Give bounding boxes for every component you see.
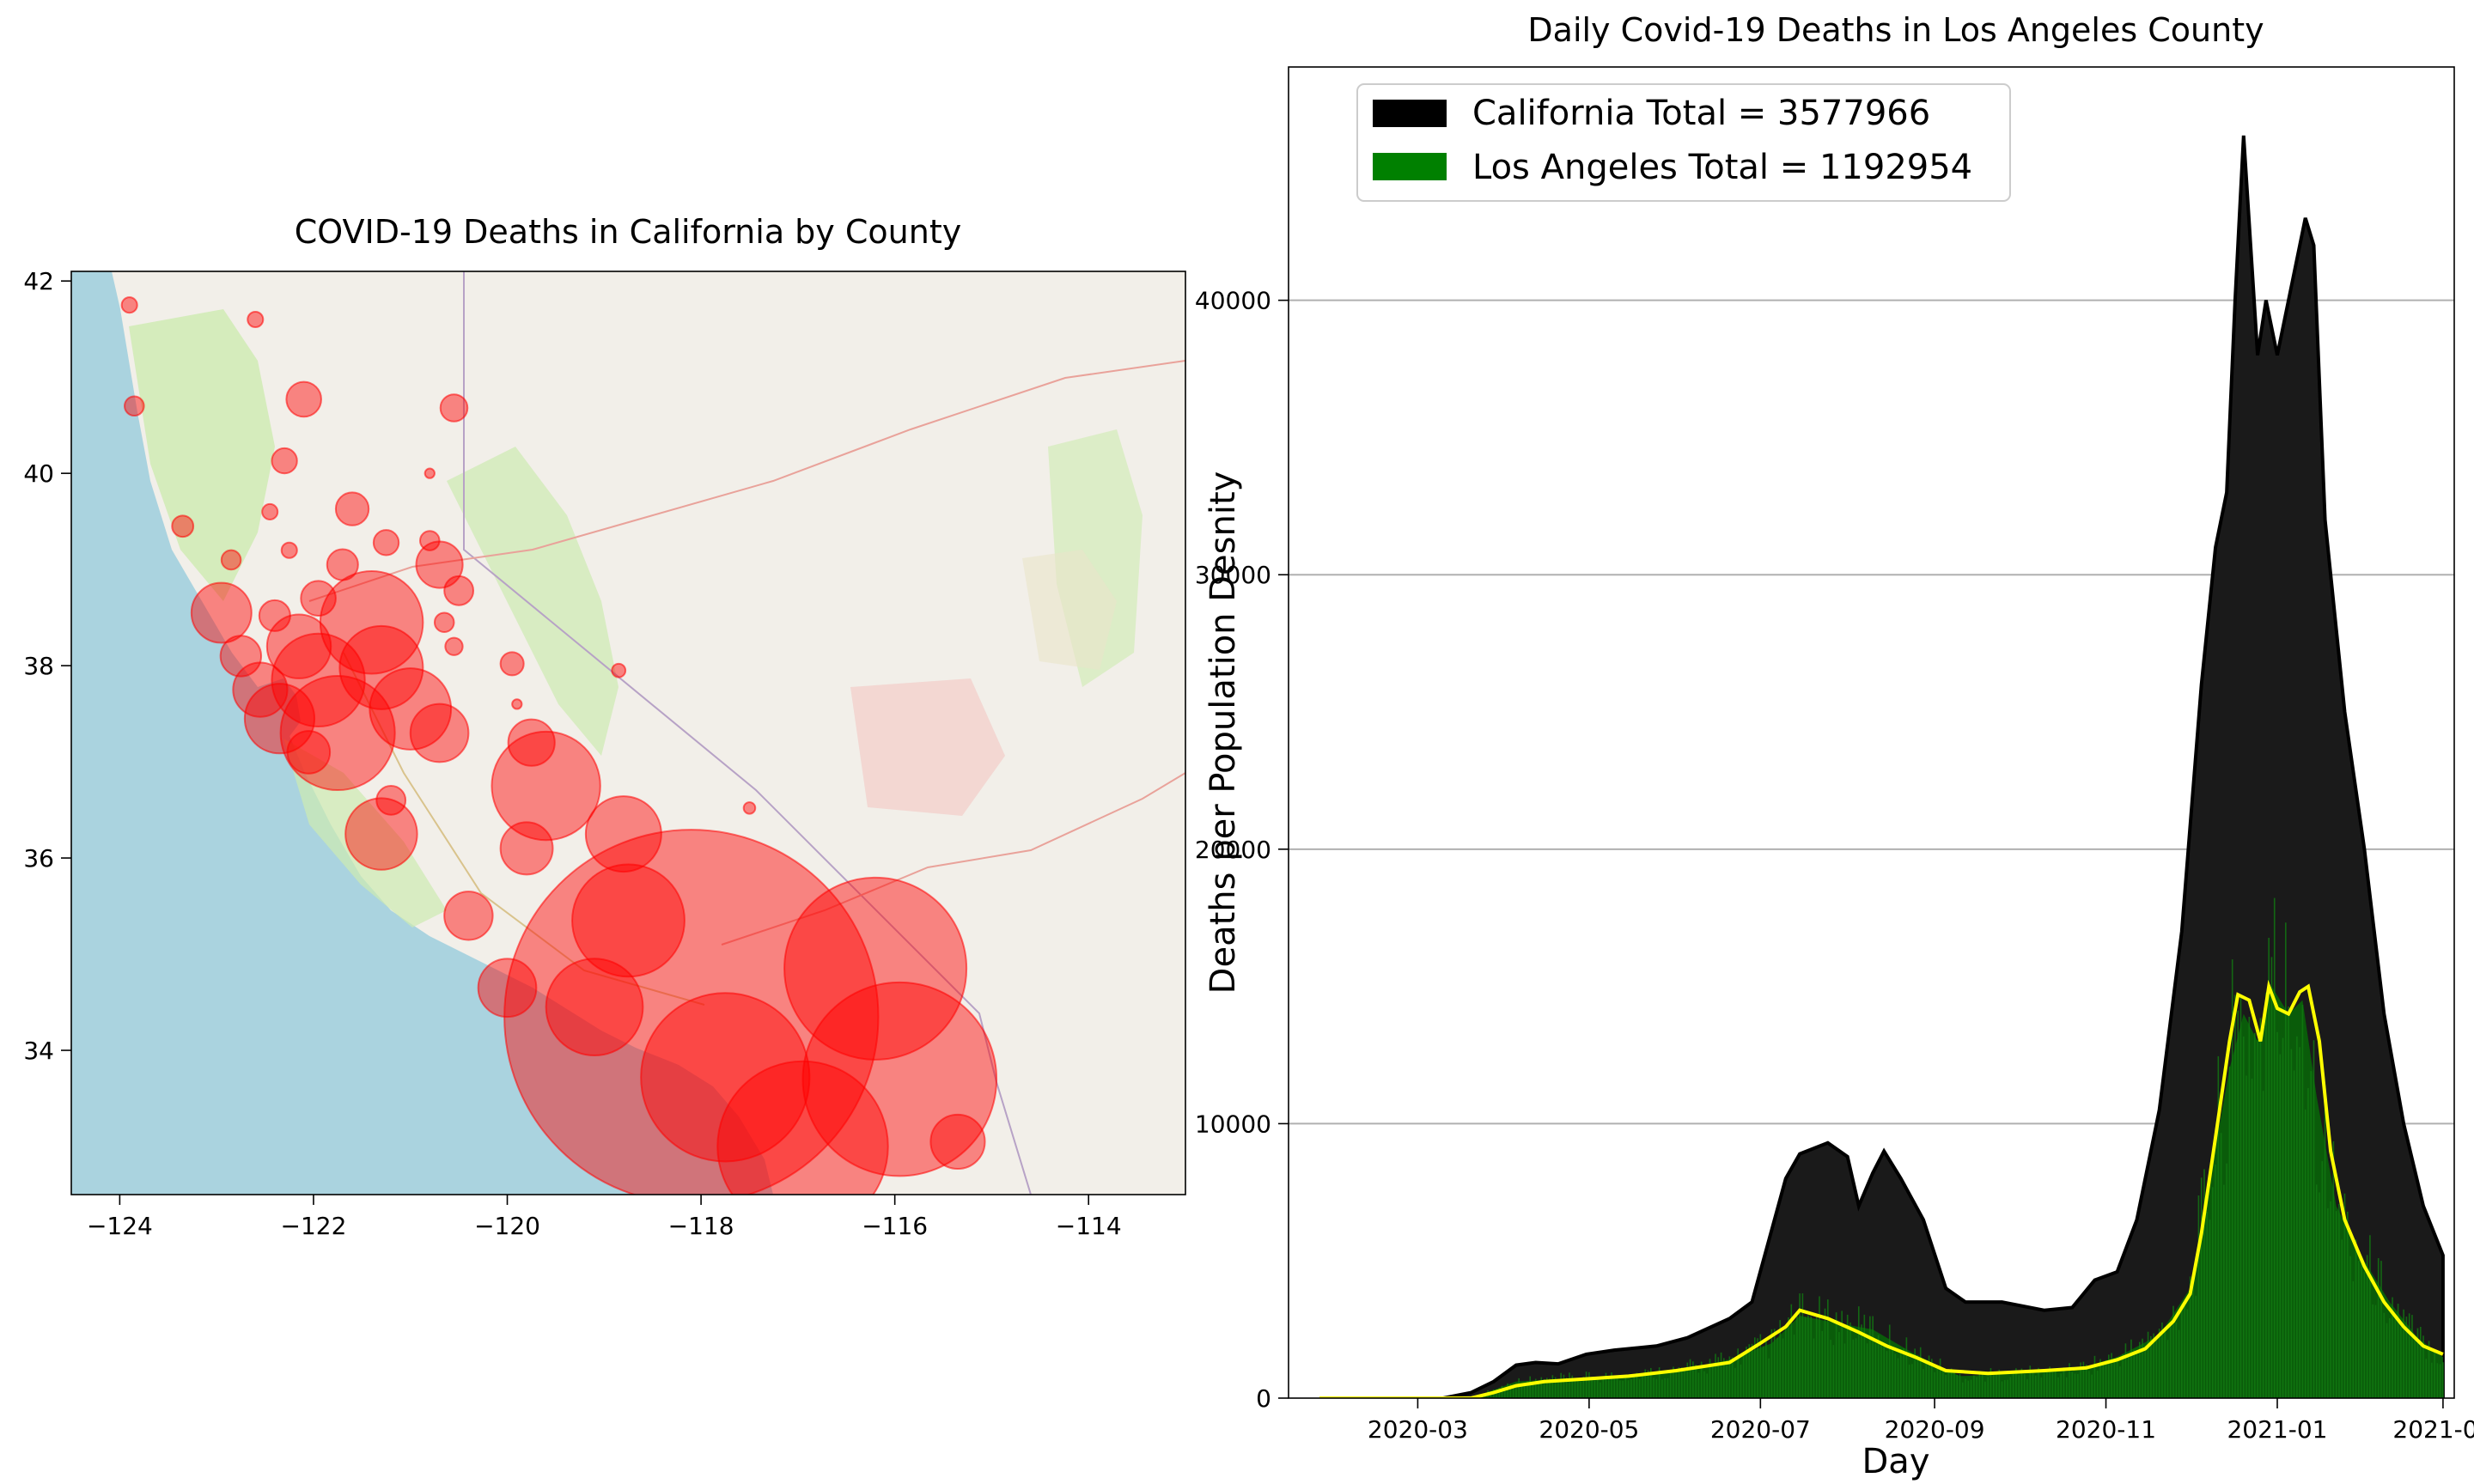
county-marker — [345, 798, 417, 869]
county-marker — [435, 612, 454, 632]
county-marker — [122, 297, 137, 313]
x-tick-label: −116 — [862, 1212, 928, 1240]
legend-label-los-angeles: Los Angeles Total = 1192954 — [1472, 148, 1972, 187]
county-marker — [491, 732, 600, 840]
map-chart: COVID-19 Deaths in California by County … — [23, 213, 1185, 1240]
x-tick-label: 2020-03 — [1368, 1415, 1468, 1444]
county-marker — [612, 664, 625, 678]
timeseries-chart-title: Daily Covid-19 Deaths in Los Angeles Cou… — [1527, 11, 2264, 49]
county-marker — [744, 802, 756, 814]
x-tick-label: −118 — [668, 1212, 734, 1240]
county-marker — [336, 492, 369, 525]
county-marker — [445, 638, 462, 655]
legend-label-california: California Total = 3577966 — [1472, 94, 1930, 133]
county-marker — [501, 652, 524, 675]
timeseries-chart: Daily Covid-19 Deaths in Los Angeles Cou… — [1195, 11, 2474, 1481]
x-tick-label: 2020-11 — [2056, 1415, 2156, 1444]
county-marker — [288, 731, 331, 774]
county-marker — [444, 576, 473, 605]
x-tick-label: 2020-07 — [1710, 1415, 1811, 1444]
x-tick-label: 2021-03 — [2392, 1415, 2474, 1444]
legend-swatch-los-angeles — [1373, 153, 1447, 180]
county-marker — [411, 704, 469, 763]
county-marker — [286, 382, 321, 417]
legend-swatch-california — [1373, 100, 1447, 127]
map-chart-title: COVID-19 Deaths in California by County — [295, 213, 961, 251]
x-tick-label: 2021-01 — [2227, 1415, 2327, 1444]
county-marker — [282, 543, 297, 558]
county-marker — [192, 583, 252, 643]
y-tick-label: 42 — [23, 267, 54, 295]
y-tick-label: 0 — [1256, 1384, 1271, 1413]
x-tick-label: 2020-09 — [1885, 1415, 1985, 1444]
timeseries-x-axis: 2020-03 2020-05 2020-07 2020-09 2020-11 2021-… — [1368, 1398, 2474, 1444]
y-tick-label: 40 — [23, 459, 54, 488]
map-basemap — [71, 271, 1185, 1232]
y-tick-label: 38 — [23, 652, 54, 680]
county-marker — [172, 515, 193, 537]
county-marker — [125, 396, 144, 416]
x-tick-label: 2020-05 — [1539, 1415, 1639, 1444]
x-tick-label: −124 — [87, 1212, 153, 1240]
x-tick-label: −114 — [1056, 1212, 1122, 1240]
county-marker — [247, 312, 263, 327]
county-marker — [501, 822, 553, 874]
county-marker — [444, 891, 492, 940]
county-marker — [425, 469, 435, 478]
county-marker — [512, 699, 521, 709]
county-marker — [717, 1061, 887, 1232]
y-tick-label: 36 — [23, 844, 54, 873]
county-marker — [271, 448, 296, 473]
timeseries-ylabel: Deaths per Population Desnity — [1203, 471, 1243, 994]
map-y-axis: 34 36 38 40 42 — [23, 267, 71, 1065]
x-tick-label: −122 — [281, 1212, 347, 1240]
y-tick-label: 34 — [23, 1037, 54, 1065]
timeseries-legend: California Total = 3577966 Los Angeles T… — [1357, 84, 2010, 201]
county-marker — [262, 504, 277, 520]
map-x-axis: −124 −122 −120 −118 −116 −114 — [87, 1195, 1122, 1240]
timeseries-xlabel: Day — [1862, 1442, 1930, 1481]
county-marker — [374, 530, 399, 555]
y-tick-label: 40000 — [1195, 287, 1271, 315]
x-tick-label: −120 — [474, 1212, 540, 1240]
y-tick-label: 10000 — [1195, 1110, 1271, 1138]
county-marker — [441, 394, 468, 422]
county-marker — [222, 550, 241, 570]
county-marker — [930, 1115, 984, 1169]
